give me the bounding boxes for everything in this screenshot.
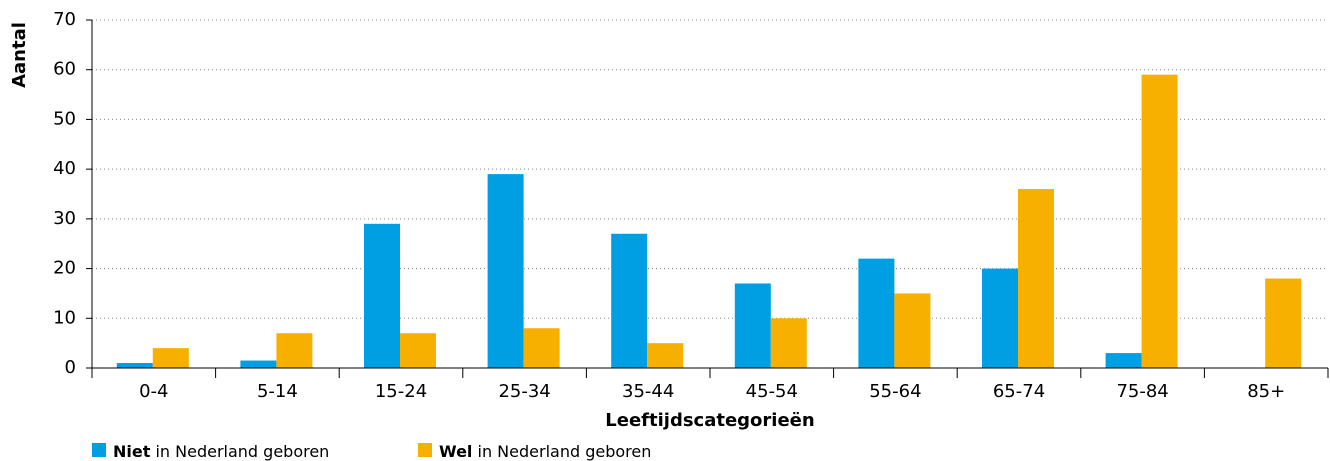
y-tick-label: 0 [65,357,76,378]
x-tick-label: 65-74 [993,381,1045,402]
bar [1141,74,1178,368]
y-axis-title: Aantal [9,22,30,88]
x-tick-label: 15-24 [375,381,427,402]
x-tick-label: 0-4 [139,381,168,402]
bar [400,333,436,368]
y-tick-label: 50 [53,108,76,129]
bar [240,360,277,368]
y-tick-label: 30 [53,208,76,229]
x-tick-label: 75-84 [1116,381,1168,402]
bar [1105,353,1142,368]
bar [364,223,400,368]
y-tick-label: 20 [53,258,76,279]
legend-label: Wel in Nederland geboren [439,442,651,461]
bar [647,343,684,368]
bar [770,318,807,368]
x-axis-title: Leeftijdscategorieën [605,410,814,431]
bar [276,333,313,368]
x-tick-label: 55-64 [869,381,921,402]
x-tick-label: 45-54 [746,381,798,402]
bar [982,268,1018,368]
bar [116,363,153,368]
bar [611,233,648,368]
bar [487,174,524,368]
bar [523,328,560,368]
bar [734,283,771,368]
bar [894,293,931,368]
x-tick-label: 5-14 [257,381,298,402]
bar [1265,278,1302,368]
x-tick-label: 35-44 [622,381,674,402]
y-tick-label: 70 [53,9,76,30]
bar [152,348,189,368]
x-tick-label: 85+ [1247,381,1285,402]
x-tick-label: 25-34 [498,381,550,402]
y-tick-label: 60 [53,59,76,80]
bar [858,258,895,368]
bar [1018,189,1054,368]
y-tick-label: 10 [53,307,76,328]
legend-swatch [92,443,106,457]
legend-label: Niet in Nederland geboren [113,442,329,461]
legend-swatch [418,443,432,457]
y-tick-label: 40 [53,158,76,179]
